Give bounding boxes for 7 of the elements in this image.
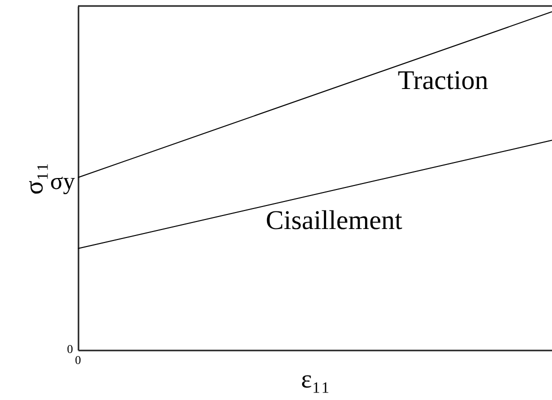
- series-label: Cisaillement: [266, 205, 403, 236]
- annotation: 0: [67, 342, 73, 356]
- series-label: Traction: [398, 64, 489, 95]
- y-axis-title: σ₁₁: [20, 162, 48, 195]
- annotation: σy: [50, 169, 75, 195]
- x-axis-title: ε₁₁: [300, 364, 330, 394]
- text: 0: [75, 353, 81, 367]
